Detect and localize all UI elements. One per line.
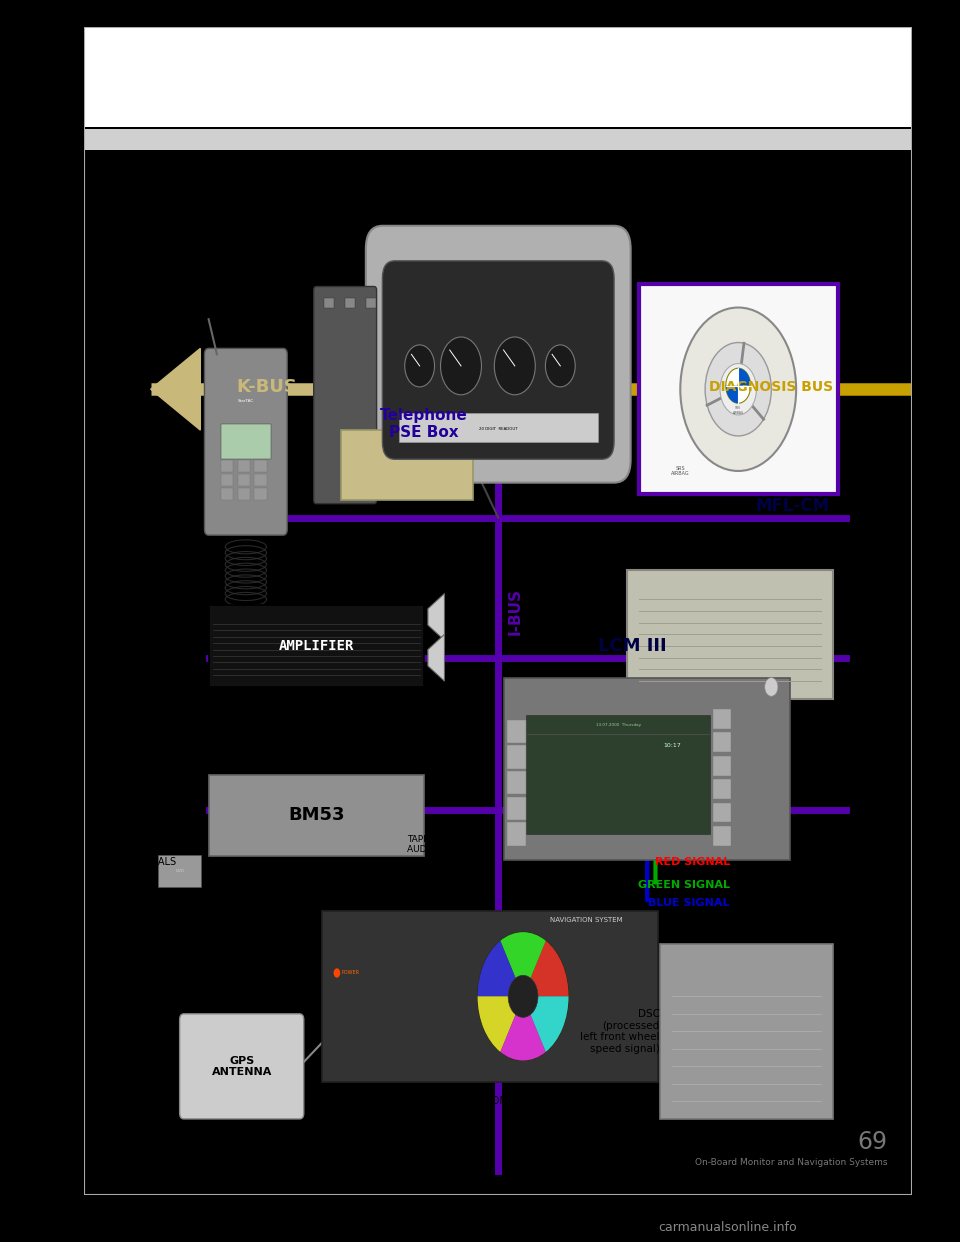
FancyBboxPatch shape — [712, 756, 731, 776]
FancyBboxPatch shape — [346, 298, 355, 308]
Polygon shape — [428, 635, 444, 681]
Circle shape — [494, 337, 536, 395]
FancyBboxPatch shape — [314, 287, 376, 504]
FancyBboxPatch shape — [712, 733, 731, 753]
FancyBboxPatch shape — [324, 298, 334, 308]
Circle shape — [405, 345, 435, 388]
Text: AMPLIFIER: AMPLIFIER — [278, 640, 354, 653]
Wedge shape — [477, 996, 523, 1052]
FancyBboxPatch shape — [254, 461, 267, 472]
Text: carmanualsonline.info: carmanualsonline.info — [659, 1221, 797, 1233]
Wedge shape — [523, 940, 568, 996]
FancyBboxPatch shape — [399, 412, 597, 442]
FancyBboxPatch shape — [180, 1013, 303, 1119]
FancyBboxPatch shape — [382, 261, 614, 460]
Text: REVERSE  SIGNAL FROM
LCM: REVERSE SIGNAL FROM LCM — [389, 1097, 508, 1118]
FancyBboxPatch shape — [712, 779, 731, 799]
FancyBboxPatch shape — [208, 775, 423, 856]
Wedge shape — [523, 996, 568, 1052]
Text: MFL-CM: MFL-CM — [756, 497, 829, 515]
Text: 13.07.2000  Thursday: 13.07.2000 Thursday — [595, 724, 640, 728]
Polygon shape — [151, 348, 201, 430]
Wedge shape — [500, 996, 546, 1061]
FancyBboxPatch shape — [526, 715, 710, 835]
FancyBboxPatch shape — [504, 678, 790, 859]
FancyBboxPatch shape — [254, 488, 267, 501]
FancyBboxPatch shape — [507, 745, 525, 769]
FancyBboxPatch shape — [341, 430, 473, 501]
FancyBboxPatch shape — [204, 348, 287, 535]
Text: DVD: DVD — [175, 869, 184, 873]
Text: BLUE SIGNAL: BLUE SIGNAL — [648, 898, 730, 908]
FancyBboxPatch shape — [639, 284, 837, 494]
Circle shape — [765, 678, 778, 697]
FancyBboxPatch shape — [322, 912, 658, 1082]
FancyBboxPatch shape — [712, 826, 731, 846]
FancyBboxPatch shape — [237, 474, 250, 486]
FancyBboxPatch shape — [507, 822, 525, 846]
Text: BM53: BM53 — [288, 806, 345, 825]
FancyBboxPatch shape — [158, 854, 202, 887]
Circle shape — [720, 364, 756, 415]
FancyBboxPatch shape — [221, 474, 233, 486]
Wedge shape — [477, 940, 523, 996]
Text: TAPE PLAYER
AUDIO SIGNALS: TAPE PLAYER AUDIO SIGNALS — [407, 835, 478, 854]
Circle shape — [705, 343, 771, 436]
Text: I-BUS: I-BUS — [507, 587, 522, 635]
FancyBboxPatch shape — [84, 129, 912, 150]
FancyBboxPatch shape — [366, 298, 375, 308]
Circle shape — [681, 308, 796, 471]
Text: Telephone
PSE Box: Telephone PSE Box — [380, 409, 468, 441]
FancyBboxPatch shape — [208, 605, 423, 687]
Text: SRS
AIRBAG: SRS AIRBAG — [671, 466, 689, 477]
FancyBboxPatch shape — [507, 771, 525, 795]
Text: 20 DIGIT  READOUT: 20 DIGIT READOUT — [479, 427, 517, 431]
Text: On-Board Monitor and Navigation Systems: On-Board Monitor and Navigation Systems — [695, 1158, 887, 1166]
Text: DSC
(processed
left front wheel
speed signal): DSC (processed left front wheel speed si… — [580, 1009, 660, 1053]
Text: Example of E38/E39 with Mk-3 navigation: Example of E38/E39 with Mk-3 navigation — [101, 1165, 425, 1179]
Text: 69: 69 — [857, 1130, 887, 1154]
FancyBboxPatch shape — [237, 461, 250, 472]
Text: DIAGNOSIS BUS: DIAGNOSIS BUS — [709, 380, 833, 394]
Text: GPS
ANTENNA: GPS ANTENNA — [211, 1056, 272, 1077]
Circle shape — [441, 337, 482, 395]
FancyBboxPatch shape — [712, 802, 731, 822]
Text: CD
PLAYER
AUDIO
SIGNALS: CD PLAYER AUDIO SIGNALS — [134, 822, 177, 867]
Wedge shape — [500, 932, 546, 996]
Polygon shape — [428, 594, 444, 640]
FancyBboxPatch shape — [221, 425, 271, 460]
FancyBboxPatch shape — [254, 474, 267, 486]
Text: AUDIO SIGNALS
FOR AMPLIFICATION: AUDIO SIGNALS FOR AMPLIFICATION — [275, 717, 358, 735]
Wedge shape — [738, 368, 751, 386]
Text: RED SIGNAL: RED SIGNAL — [655, 857, 730, 867]
FancyBboxPatch shape — [84, 27, 912, 127]
Text: K-BUS: K-BUS — [236, 378, 297, 396]
Circle shape — [477, 932, 568, 1061]
FancyBboxPatch shape — [627, 570, 833, 698]
FancyBboxPatch shape — [221, 461, 233, 472]
Wedge shape — [726, 386, 738, 404]
FancyBboxPatch shape — [712, 709, 731, 729]
Text: BMW: BMW — [239, 433, 252, 438]
Text: 10:17: 10:17 — [663, 743, 681, 748]
Text: NAVIGATION SYSTEM: NAVIGATION SYSTEM — [550, 918, 622, 924]
Text: GREEN SIGNAL: GREEN SIGNAL — [638, 881, 730, 891]
Text: Navigation System Interface: Navigation System Interface — [97, 176, 386, 194]
Text: LCM III: LCM III — [597, 637, 666, 655]
FancyBboxPatch shape — [507, 796, 525, 820]
Circle shape — [333, 969, 340, 977]
FancyBboxPatch shape — [660, 944, 833, 1119]
Circle shape — [726, 368, 751, 404]
Text: StarTAC: StarTAC — [238, 399, 254, 402]
FancyBboxPatch shape — [507, 719, 525, 743]
Circle shape — [508, 975, 538, 1017]
FancyBboxPatch shape — [237, 488, 250, 501]
Text: NAVIGATION
AUDIO
SIGNALS: NAVIGATION AUDIO SIGNALS — [134, 933, 194, 966]
Text: POWER: POWER — [341, 970, 359, 975]
FancyBboxPatch shape — [366, 226, 631, 483]
Circle shape — [545, 345, 575, 388]
FancyBboxPatch shape — [221, 488, 233, 501]
Text: SRS
AIRBAG: SRS AIRBAG — [732, 406, 744, 415]
